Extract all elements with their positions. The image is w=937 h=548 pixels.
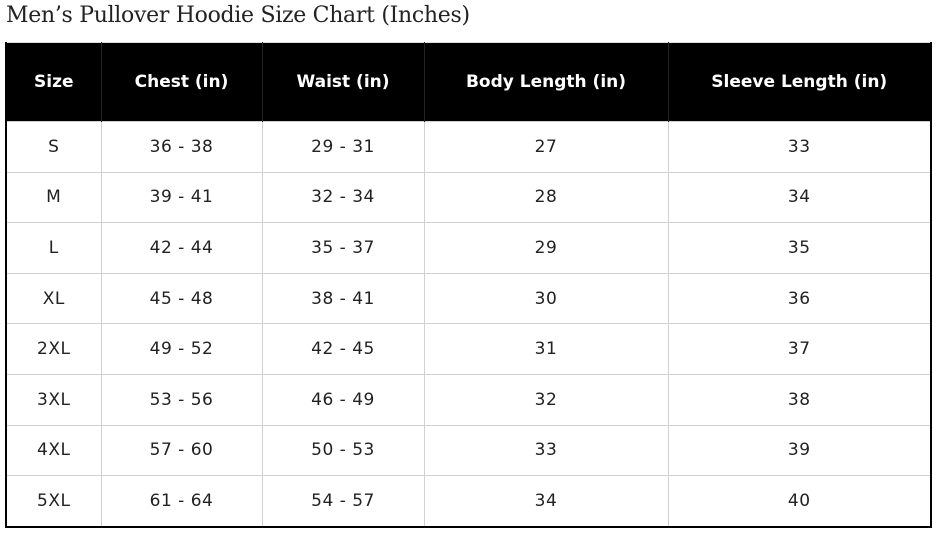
table-cell: 34: [423, 475, 669, 527]
table-cell: 33: [667, 121, 931, 173]
table-row: S 36 - 38 29 - 31 27 33: [6, 121, 931, 173]
table-cell: L: [6, 222, 102, 274]
table-row: 5XL 61 - 64 54 - 57 34 40: [6, 475, 931, 527]
table-cell: 4XL: [6, 424, 102, 477]
table-cell: 42 - 44: [100, 222, 263, 274]
table-cell: 32 - 34: [261, 171, 425, 224]
table-row: L 42 - 44 35 - 37 29 35: [6, 222, 931, 274]
header-row: Size Chest (in) Waist (in) Body Length (in)…: [6, 42, 932, 122]
table-cell: 35: [667, 222, 931, 274]
table-cell: 3XL: [6, 373, 102, 426]
table-cell: 32: [423, 373, 669, 426]
table-cell: S: [6, 121, 102, 173]
table-cell: 28: [423, 171, 669, 224]
table-cell: 39 - 41: [100, 171, 263, 224]
column-header: Waist (in): [262, 42, 425, 122]
table-cell: 45 - 48: [100, 272, 263, 325]
table-cell: 50 - 53: [261, 424, 425, 477]
column-header: Chest (in): [101, 42, 263, 122]
table-row: 3XL 53 - 56 46 - 49 32 38: [6, 373, 931, 426]
table-cell: 29 - 31: [261, 121, 425, 173]
size-chart-table: Size Chest (in) Waist (in) Body Length (in)…: [5, 42, 932, 528]
table-cell: 35 - 37: [261, 222, 425, 274]
table-cell: 30: [423, 272, 669, 325]
table-cell: 40: [667, 475, 931, 527]
table-cell: 27: [423, 121, 669, 173]
table-row: M 39 - 41 32 - 34 28 34: [6, 171, 931, 224]
column-header: Size: [6, 42, 102, 122]
table-row: 4XL 57 - 60 50 - 53 33 39: [6, 424, 931, 477]
table-cell: 38 - 41: [261, 272, 425, 325]
table-cell: 36 - 38: [100, 121, 263, 173]
table-cell: 2XL: [6, 323, 102, 375]
table-cell: 34: [667, 171, 931, 224]
table-cell: 54 - 57: [261, 475, 425, 527]
table-cell: 38: [667, 373, 931, 426]
table-cell: 53 - 56: [100, 373, 263, 426]
table-cell: 49 - 52: [100, 323, 263, 375]
table-row: 2XL 49 - 52 42 - 45 31 37: [6, 323, 931, 375]
table-cell: 5XL: [6, 475, 102, 527]
table-row: XL 45 - 48 38 - 41 30 36: [6, 272, 931, 325]
table-cell: 39: [667, 424, 931, 477]
table-cell: 57 - 60: [100, 424, 263, 477]
page-title: Men’s Pullover Hoodie Size Chart (Inches…: [6, 3, 470, 28]
table-cell: 33: [423, 424, 669, 477]
table-cell: XL: [6, 272, 102, 325]
table-cell: 37: [667, 323, 931, 375]
table-cell: 31: [423, 323, 669, 375]
table-cell: 36: [667, 272, 931, 325]
table-cell: 46 - 49: [261, 373, 425, 426]
column-header: Body Length (in): [424, 42, 669, 122]
table-cell: 42 - 45: [261, 323, 425, 375]
table-cell: 61 - 64: [100, 475, 263, 527]
table-cell: M: [6, 171, 102, 224]
table-cell: 29: [423, 222, 669, 274]
column-header: Sleeve Length (in): [668, 42, 932, 122]
